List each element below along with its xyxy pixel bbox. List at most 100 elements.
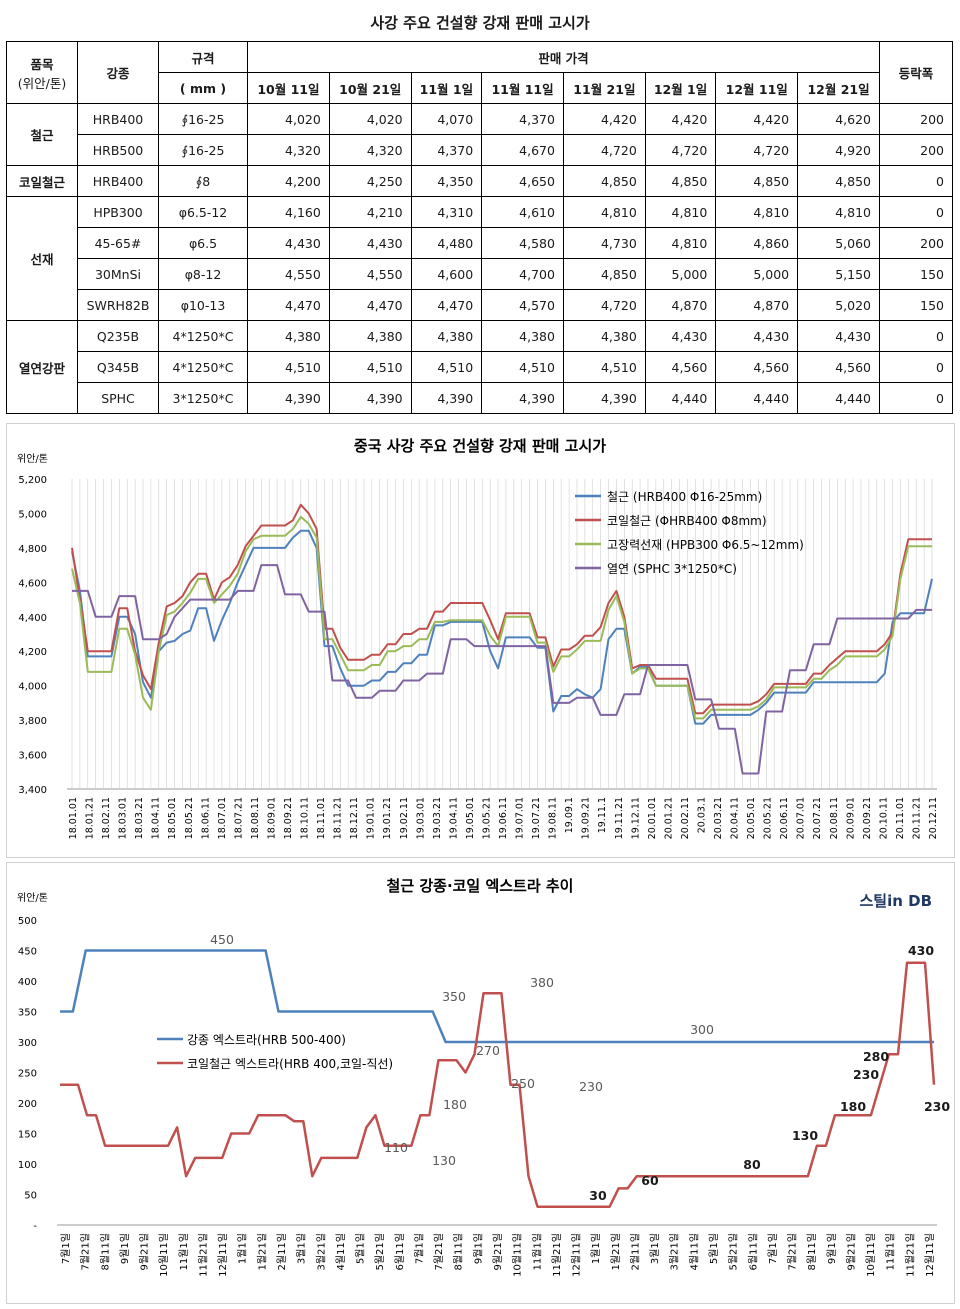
x-tick-label: 18.04.11: [151, 797, 162, 839]
change-cell: 200: [879, 134, 953, 166]
price-table: 품목 (위안/톤) 강종 규격 판매 가격 등락폭 ( mm ) 10월 11일 1…: [6, 41, 953, 414]
data-label: 110: [384, 1140, 408, 1155]
x-tick-label: 7월21일: [80, 1233, 92, 1271]
grade-cell: Q235B: [77, 320, 159, 352]
y-tick-label: 3,800: [18, 716, 47, 727]
x-tick-label: 19.11.1: [597, 797, 608, 833]
price-cell: 4,730: [562, 227, 646, 259]
price-cell: 4,620: [797, 103, 880, 135]
y-tick-label: 500: [18, 916, 37, 927]
x-tick-label: 20.03.1: [696, 797, 707, 833]
price-cell: 4,850: [644, 165, 717, 197]
change-cell: 0: [879, 165, 953, 197]
series-line: [60, 961, 936, 1208]
y-tick-label: 4,800: [18, 544, 47, 555]
y-tick-label: 4,600: [18, 578, 47, 589]
price-cell: 4,200: [247, 165, 330, 197]
y-tick-label: 4,200: [18, 647, 47, 658]
price-cell: 4,550: [247, 258, 330, 290]
price-cell: 4,570: [481, 289, 564, 321]
x-tick-label: 9월21일: [845, 1233, 857, 1271]
x-tick-label: 20.06.11: [779, 797, 790, 839]
x-tick-label: 19.01.01: [366, 797, 377, 839]
x-tick-label: 1월1일: [237, 1233, 249, 1264]
x-tick-label: 1월1일: [590, 1233, 602, 1264]
price-cell: 4,390: [562, 382, 646, 414]
price-cell: 4,470: [410, 289, 483, 321]
x-tick-label: 18.11.21: [333, 797, 344, 839]
price-cell: 4,720: [644, 134, 717, 166]
x-tick-label: 18.11.01: [316, 797, 327, 839]
x-tick-label: 18.02.11: [101, 797, 112, 839]
x-tick-label: 18.09.01: [266, 797, 277, 839]
table-row: 열연강판 Q235B 4*1250*C 4,380 4,380 4,380 4,380 4,3…: [6, 320, 953, 414]
data-label: 380: [530, 975, 554, 990]
x-tick-label: 11월1일: [531, 1233, 543, 1271]
x-tick-label: 5월1일: [355, 1233, 367, 1264]
y-tick-label: 3,400: [18, 785, 47, 796]
x-tick-label: 12월11일: [924, 1233, 936, 1277]
data-label: 30: [589, 1188, 607, 1203]
price-cell: 4,210: [328, 196, 412, 228]
price-cell: 4,510: [562, 351, 646, 383]
y-unit-label: 위안/톤: [17, 891, 48, 904]
price-cell: 4,420: [715, 103, 799, 135]
grade-cell: 45-65#: [77, 227, 159, 259]
series-line: [71, 515, 932, 720]
x-tick-label: 18.03.21: [134, 797, 145, 839]
price-cell: 4,920: [797, 134, 880, 166]
table-row: SPHC 3*1250*C 4,390 4,390 4,390 4,390 4,390 4,4…: [7, 382, 953, 414]
x-tick-label: 12월11일: [217, 1233, 229, 1277]
price-cell: 4,860: [715, 227, 799, 259]
price-cell: 4,390: [410, 382, 483, 414]
data-label: 180: [443, 1097, 467, 1112]
price-cell: 4,720: [562, 134, 646, 166]
x-tick-label: 20.01.01: [647, 797, 658, 839]
price-cell: 4,420: [562, 103, 646, 135]
price-cell: 4,810: [562, 196, 646, 228]
x-tick-label: 7월21일: [433, 1233, 445, 1271]
x-tick-label: 5월21일: [728, 1233, 740, 1271]
x-tick-label: 19.03.01: [415, 797, 426, 839]
price-cell: 4,510: [410, 351, 483, 383]
change-cell: 0: [879, 351, 953, 383]
x-tick-label: 1월21일: [256, 1233, 268, 1271]
price-cell: 4,420: [644, 103, 717, 135]
x-tick-label: 11월21일: [197, 1233, 209, 1277]
price-cell: 4,720: [715, 134, 799, 166]
y-tick-label: 5,200: [18, 475, 47, 486]
price-cell: 4,720: [562, 289, 646, 321]
x-tick-label: 5월1일: [708, 1233, 720, 1264]
x-tick-label: 6월11일: [747, 1233, 759, 1271]
y-tick-label: 50: [24, 1191, 37, 1202]
price-cell: 4,020: [328, 103, 412, 135]
x-tick-label: 19.03.21: [432, 797, 443, 839]
x-tick-label: 12월11일: [571, 1233, 583, 1277]
spec-cell: 3*1250*C: [158, 382, 248, 414]
x-tick-label: 19.09.1: [564, 797, 575, 833]
price-group-header: 판매 가격: [247, 41, 880, 73]
price-cell: 4,380: [562, 320, 646, 352]
x-tick-label: 20.10.11: [878, 797, 889, 839]
price-cell: 4,310: [410, 196, 483, 228]
price-cell: 4,380: [481, 320, 564, 352]
price-cell: 4,440: [797, 382, 880, 414]
x-tick-label: 18.06.11: [200, 797, 211, 839]
price-cell: 4,370: [481, 103, 564, 135]
x-tick-label: 20.07.01: [796, 797, 807, 839]
price-cell: 4,470: [247, 289, 330, 321]
price-cell: 4,850: [715, 165, 799, 197]
data-label: 130: [792, 1128, 818, 1143]
spec-cell: 4*1250*C: [158, 320, 248, 352]
data-label: 270: [476, 1043, 500, 1058]
price-cell: 4,600: [410, 258, 483, 290]
price-cell: 4,550: [328, 258, 412, 290]
x-tick-label: 18.10.11: [300, 797, 311, 839]
date-header: 11월 21일: [562, 72, 646, 104]
x-tick-label: 3월1일: [649, 1233, 661, 1264]
grade-cell: SWRH82B: [77, 289, 159, 321]
price-cell: 4,440: [715, 382, 799, 414]
data-label: 180: [840, 1099, 866, 1114]
price-cell: 4,870: [715, 289, 799, 321]
x-tick-label: 8월11일: [99, 1233, 111, 1271]
